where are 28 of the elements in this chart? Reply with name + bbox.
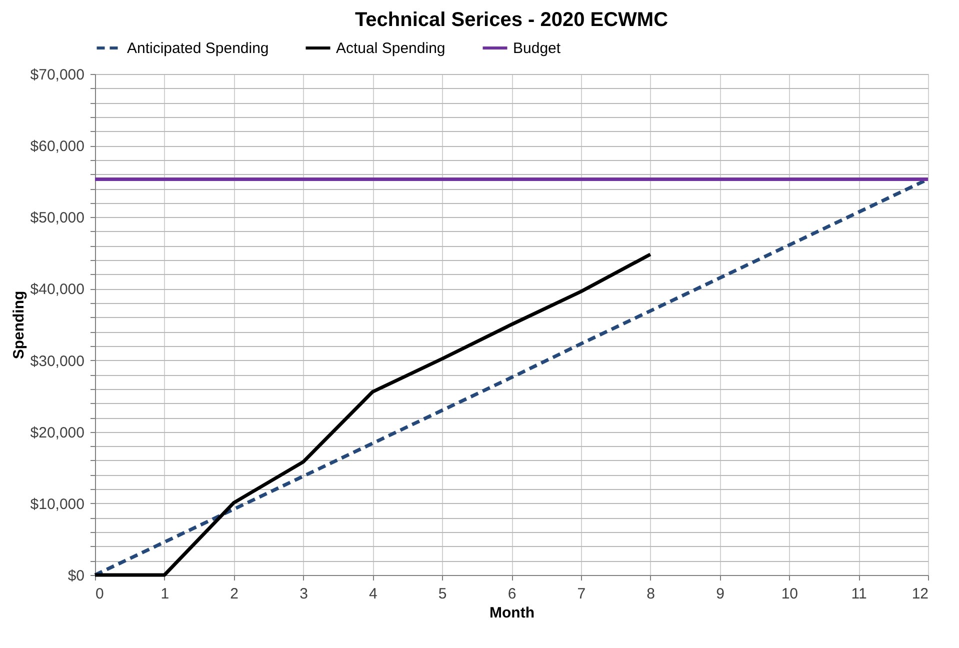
legend-label: Budget: [513, 40, 562, 57]
x-tick-label: 8: [646, 586, 656, 602]
x-tick-label: 10: [781, 586, 798, 602]
y-tick-label: $40,000: [30, 281, 84, 298]
y-tick-label: $10,000: [30, 496, 84, 513]
y-axis-title: Spending: [10, 290, 28, 360]
x-tick-label: 11: [851, 586, 867, 602]
y-tick-label: $50,000: [30, 210, 84, 227]
x-tick-label: 2: [230, 586, 239, 602]
x-tick-label: 7: [577, 586, 586, 602]
x-tick-label: 4: [368, 586, 378, 602]
y-tick-label: $0: [68, 568, 84, 584]
x-tick-label: 5: [438, 586, 447, 602]
y-tick-label: $20,000: [30, 424, 84, 442]
chart-title: Technical Serices - 2020 ECWMC: [354, 9, 668, 31]
y-tick-label: $70,000: [30, 66, 84, 84]
legend-label: Anticipated Spending: [127, 40, 269, 57]
y-tick-label: $30,000: [30, 352, 84, 370]
x-tick-label: 12: [912, 586, 928, 602]
y-tick-label: $60,000: [30, 138, 84, 156]
x-tick-label: 0: [96, 586, 104, 602]
x-tick-label: 1: [160, 586, 170, 602]
x-tick-label: 9: [716, 586, 724, 602]
x-axis-title: Month: [490, 604, 534, 622]
legend-label: Actual Spending: [336, 40, 446, 57]
line-series: [93, 252, 652, 577]
x-tick-label: 6: [508, 586, 516, 602]
x-tick-label: 3: [300, 586, 308, 602]
